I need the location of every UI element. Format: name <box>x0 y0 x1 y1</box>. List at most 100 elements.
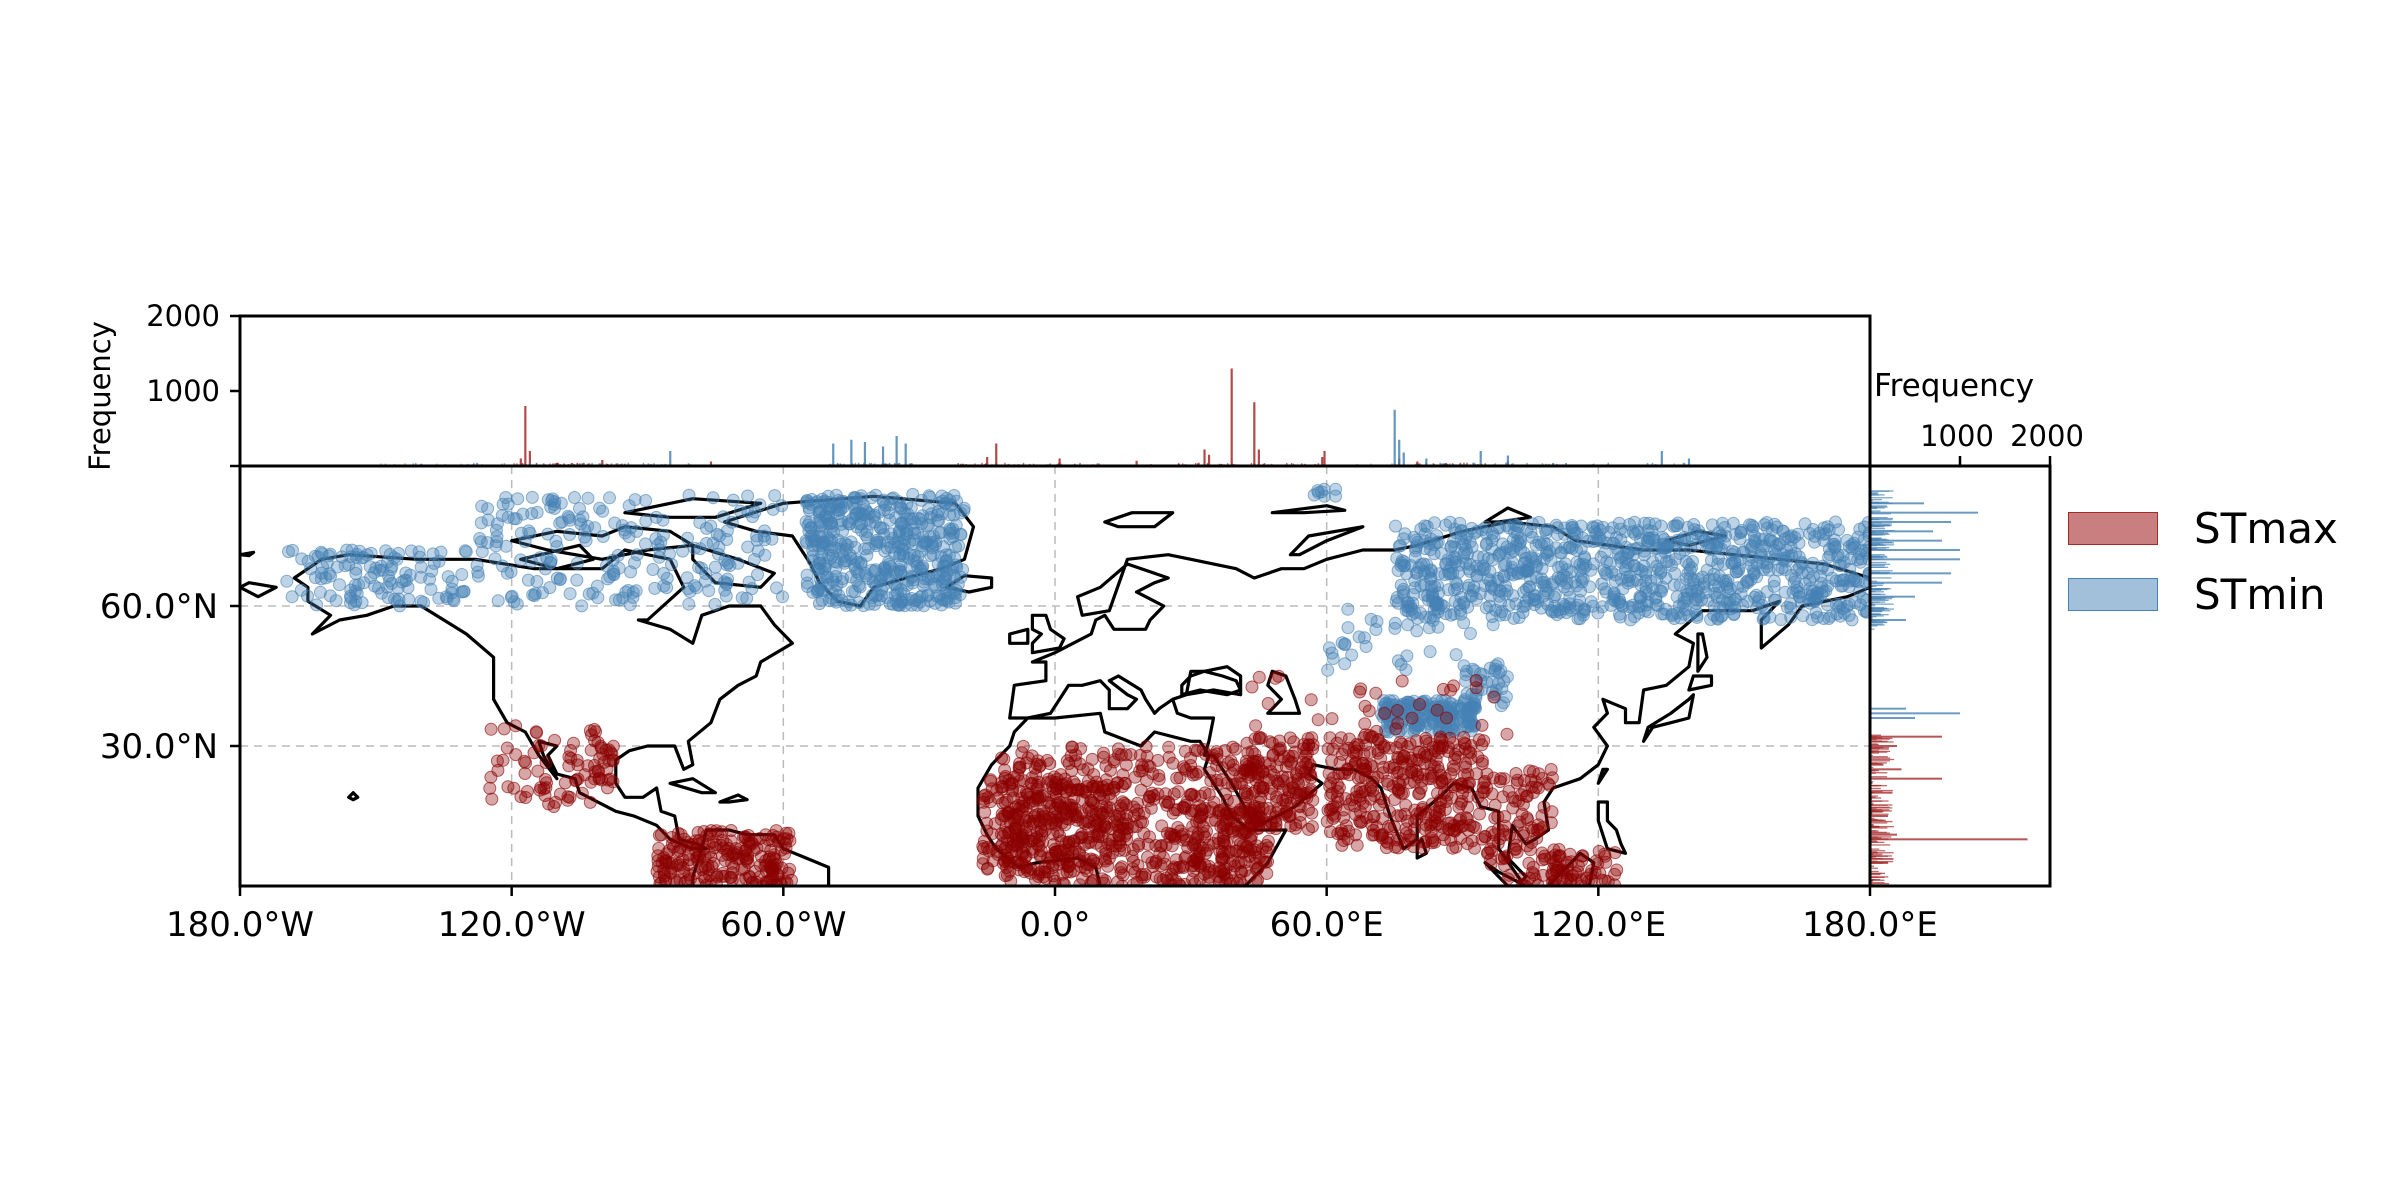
data-point <box>578 523 592 537</box>
data-point <box>1323 803 1337 817</box>
data-point <box>1303 767 1317 781</box>
data-point <box>720 524 734 538</box>
data-point <box>1171 785 1185 799</box>
hist-bar <box>1870 740 1888 742</box>
lat-tick-label: 30.0°N <box>100 727 218 767</box>
data-point <box>1760 585 1774 599</box>
data-point <box>285 590 299 604</box>
data-point <box>1302 822 1315 836</box>
data-point <box>1135 758 1149 772</box>
coastline <box>347 791 360 802</box>
data-point <box>542 797 556 811</box>
data-point <box>519 791 533 804</box>
data-point <box>1426 613 1440 627</box>
data-point <box>1449 648 1463 662</box>
hist-bar <box>1870 822 1888 824</box>
data-point <box>1748 590 1761 604</box>
data-point <box>581 491 595 505</box>
data-point <box>1458 538 1472 551</box>
data-point <box>475 545 489 559</box>
data-point <box>936 560 950 573</box>
data-point <box>1025 749 1039 763</box>
data-point <box>414 594 428 608</box>
stmin-longitude-histogram <box>379 409 1691 466</box>
data-point <box>1272 669 1286 683</box>
data-point <box>731 556 745 570</box>
data-point <box>1522 580 1536 594</box>
data-point <box>1575 849 1589 863</box>
data-point <box>1703 530 1717 544</box>
data-point <box>1776 524 1790 538</box>
hist-bar <box>1870 572 1889 575</box>
data-point <box>533 551 547 565</box>
data-point <box>1127 854 1140 868</box>
hist-bar <box>1870 519 1893 521</box>
data-point <box>1376 812 1390 826</box>
data-point <box>1162 750 1176 764</box>
hist-bar <box>1463 462 1465 466</box>
data-point <box>1426 769 1440 783</box>
data-point <box>393 599 407 613</box>
data-point <box>1358 699 1372 713</box>
data-point <box>280 574 294 588</box>
hist-bar <box>1870 507 1885 509</box>
data-point <box>562 759 576 773</box>
data-point <box>1261 697 1275 710</box>
hist-bar <box>476 462 478 466</box>
data-point <box>540 551 554 565</box>
data-point <box>844 598 858 612</box>
data-point <box>1323 825 1337 839</box>
hist-bar <box>571 462 573 466</box>
hist-bar <box>1870 588 1883 591</box>
data-point <box>1416 801 1430 814</box>
data-point <box>563 587 577 601</box>
data-point <box>1796 609 1810 623</box>
data-point <box>776 590 789 604</box>
hist-bar <box>1870 523 1892 525</box>
data-point <box>1667 519 1680 533</box>
data-point <box>1422 593 1435 607</box>
data-point <box>1116 821 1130 835</box>
data-point <box>915 493 928 507</box>
data-point <box>481 502 495 516</box>
data-point <box>712 547 725 561</box>
data-point <box>403 568 417 582</box>
hist-bar <box>981 462 983 466</box>
data-point <box>1512 611 1526 624</box>
lon-tick-label: 120.0°W <box>438 905 586 945</box>
data-point <box>1031 869 1045 883</box>
data-point <box>1135 870 1149 884</box>
data-point <box>496 559 510 573</box>
stmax-longitude-histogram <box>513 368 1509 466</box>
data-point <box>758 524 771 538</box>
data-point <box>1550 608 1564 622</box>
data-point <box>568 491 581 504</box>
coastline <box>691 543 776 589</box>
data-point <box>388 592 401 606</box>
data-point <box>1176 760 1190 774</box>
hist-bar <box>528 451 531 466</box>
data-point <box>956 563 970 577</box>
data-point <box>1249 818 1263 832</box>
hist-bar <box>986 457 989 466</box>
data-point <box>1581 534 1595 548</box>
data-point <box>333 578 346 592</box>
data-point <box>650 865 664 878</box>
data-point <box>1292 777 1305 791</box>
data-point <box>630 548 644 562</box>
data-point <box>1639 585 1653 599</box>
data-point <box>1424 571 1438 585</box>
hist-bar <box>1466 462 1468 466</box>
hist-bar <box>519 458 522 466</box>
data-point <box>1085 780 1099 794</box>
data-point <box>1552 843 1566 856</box>
data-point <box>1611 542 1625 556</box>
data-point <box>716 833 730 847</box>
data-point <box>1480 846 1494 860</box>
data-point <box>1403 776 1416 790</box>
data-point <box>575 599 589 613</box>
data-point <box>623 598 637 612</box>
data-point <box>355 596 369 610</box>
data-point <box>1668 566 1682 580</box>
data-point <box>434 545 448 559</box>
